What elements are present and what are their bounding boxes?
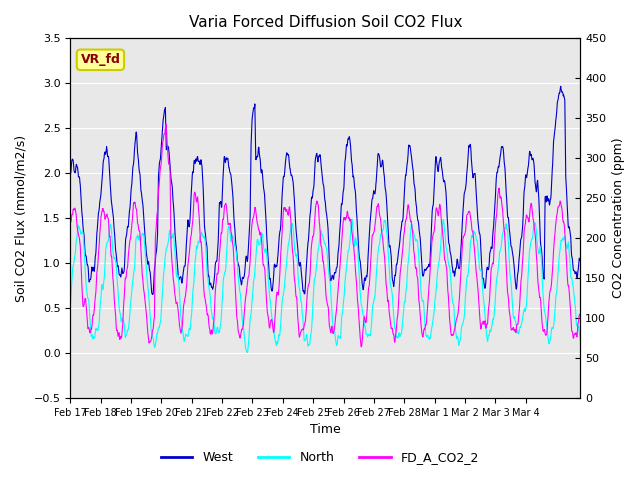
West: [81, 238, 88, 243]
Text: VR_fd: VR_fd: [81, 53, 120, 66]
FD_A_CO2_2: [150, 316, 158, 322]
North: [67, 303, 74, 309]
X-axis label: Time: Time: [310, 423, 340, 436]
North: [465, 264, 472, 269]
FD_A_CO2_2: [67, 219, 74, 225]
Line: FD_A_CO2_2: FD_A_CO2_2: [70, 124, 580, 347]
Line: North: North: [70, 219, 580, 352]
North: [340, 286, 348, 291]
West: [557, 84, 564, 89]
West: [67, 171, 74, 177]
North: [243, 349, 251, 355]
West: [340, 165, 348, 171]
West: [148, 291, 156, 297]
FD_A_CO2_2: [81, 300, 88, 305]
Title: Varia Forced Diffusion Soil CO2 Flux: Varia Forced Diffusion Soil CO2 Flux: [189, 15, 462, 30]
West: [180, 265, 188, 271]
North: [150, 342, 158, 348]
Y-axis label: Soil CO2 Flux (mmol/m2/s): Soil CO2 Flux (mmol/m2/s): [15, 134, 28, 301]
FD_A_CO2_2: [465, 209, 472, 215]
North: [577, 338, 584, 344]
FD_A_CO2_2: [340, 216, 348, 221]
FD_A_CO2_2: [180, 302, 188, 308]
West: [577, 254, 584, 260]
North: [348, 216, 356, 222]
North: [81, 249, 88, 255]
FD_A_CO2_2: [577, 310, 584, 316]
West: [150, 266, 158, 272]
West: [195, 158, 202, 164]
FD_A_CO2_2: [195, 202, 202, 207]
North: [194, 241, 202, 247]
Y-axis label: CO2 Concentration (ppm): CO2 Concentration (ppm): [612, 138, 625, 299]
FD_A_CO2_2: [357, 344, 365, 349]
FD_A_CO2_2: [162, 121, 170, 127]
West: [465, 145, 472, 151]
North: [180, 334, 188, 340]
Legend: West, North, FD_A_CO2_2: West, North, FD_A_CO2_2: [156, 446, 484, 469]
Line: West: West: [70, 86, 580, 294]
